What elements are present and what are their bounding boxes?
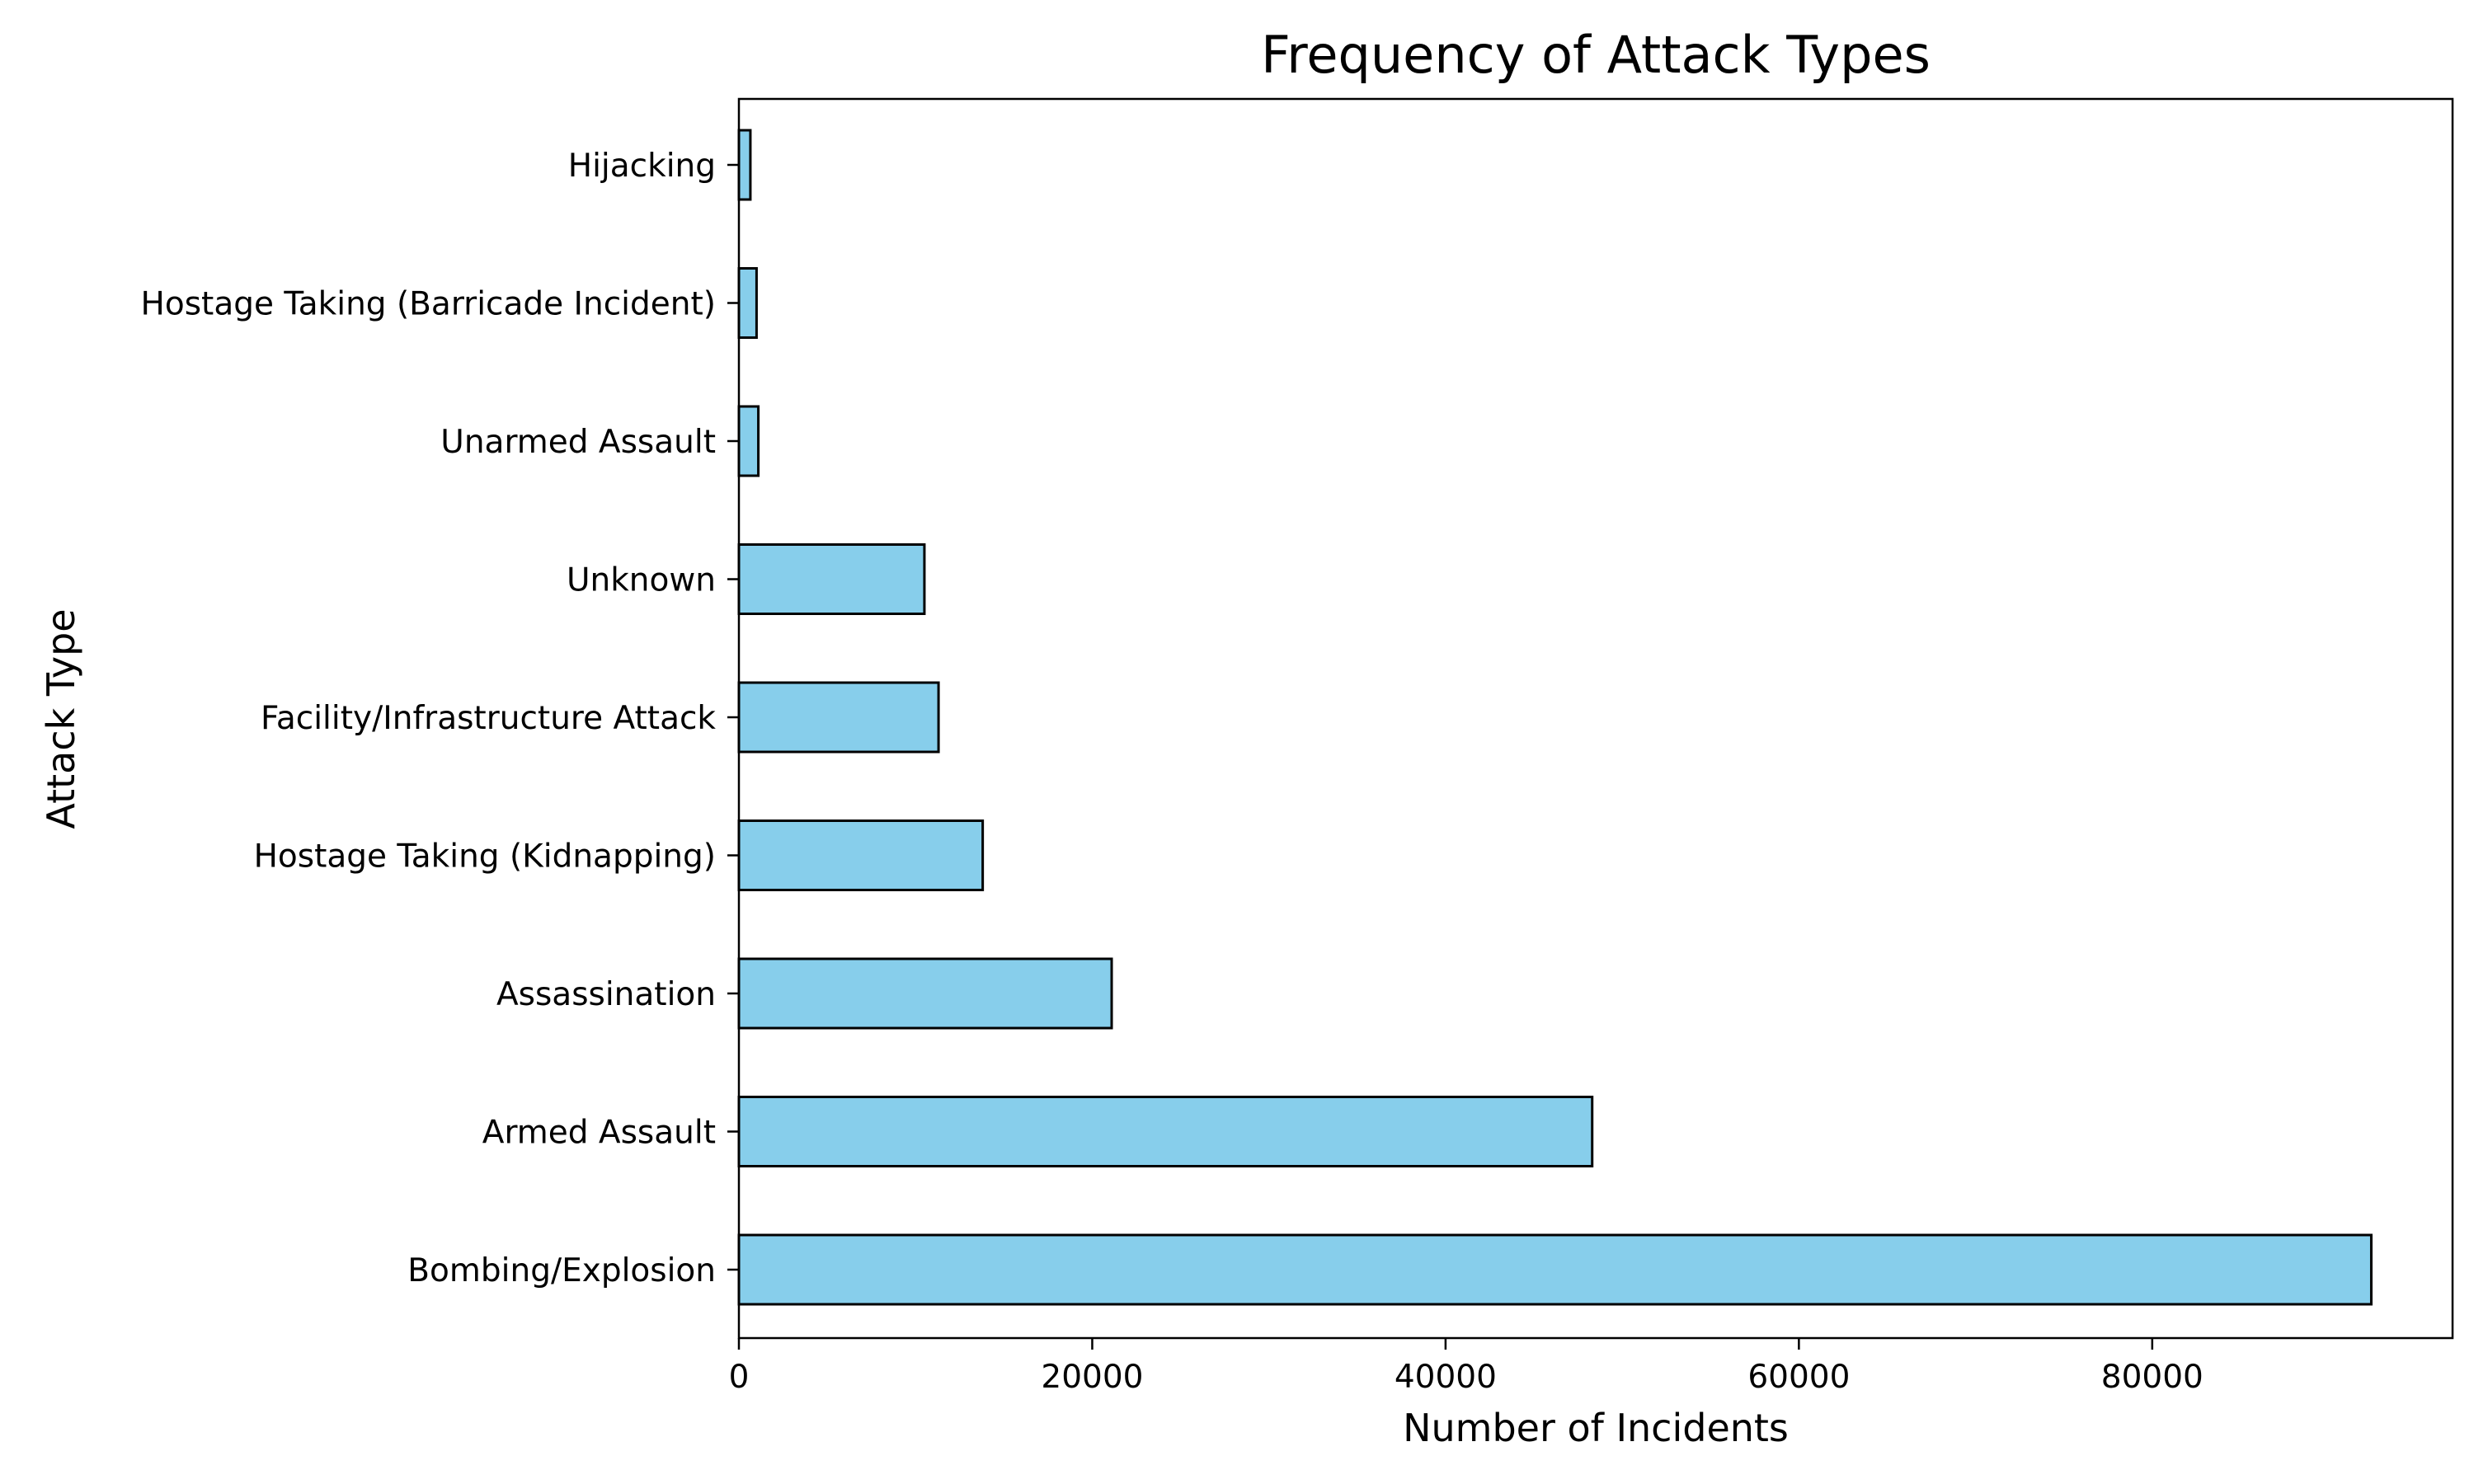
bar-5 — [737, 543, 926, 615]
x-tick-label: 60000 — [1747, 1359, 1850, 1396]
y-tick-label: Hostage Taking (Kidnapping) — [254, 838, 716, 876]
x-tick-label: 40000 — [1395, 1359, 1497, 1396]
y-axis-label: Attack Type — [39, 608, 83, 829]
y-tick-label: Unarmed Assault — [440, 424, 716, 461]
y-tick-label: Unknown — [567, 562, 716, 599]
x-tick-label: 80000 — [2101, 1359, 2204, 1396]
x-tick-label: 0 — [729, 1359, 750, 1396]
bar-3 — [737, 819, 985, 891]
bar-0 — [737, 1233, 2373, 1306]
y-tick-label: Hijacking — [568, 148, 716, 185]
bar-4 — [737, 681, 940, 754]
y-tick-label: Hostage Taking (Barricade Incident) — [141, 286, 716, 323]
y-tick-label: Facility/Infrastructure Attack — [261, 700, 716, 737]
y-ticks-group: Bombing/Explosion Armed Assault Assassinat… — [141, 148, 739, 1289]
bars-group — [737, 129, 2373, 1306]
bar-2 — [737, 957, 1113, 1030]
chart-title: Frequency of Attack Types — [1261, 25, 1931, 85]
x-tick-label: 20000 — [1041, 1359, 1143, 1396]
bar-8 — [737, 129, 752, 201]
x-ticks-group: 0 20000 40000 60000 80000 — [729, 1338, 2204, 1396]
bar-6 — [737, 405, 760, 477]
x-axis-label: Number of Incidents — [1403, 1406, 1789, 1450]
bar-1 — [737, 1096, 1594, 1167]
y-tick-label: Bombing/Explosion — [407, 1252, 716, 1289]
bar-7 — [737, 267, 758, 339]
plot-frame — [737, 97, 2454, 1340]
y-tick-label: Assassination — [496, 976, 716, 1013]
y-tick-label: Armed Assault — [482, 1115, 716, 1152]
